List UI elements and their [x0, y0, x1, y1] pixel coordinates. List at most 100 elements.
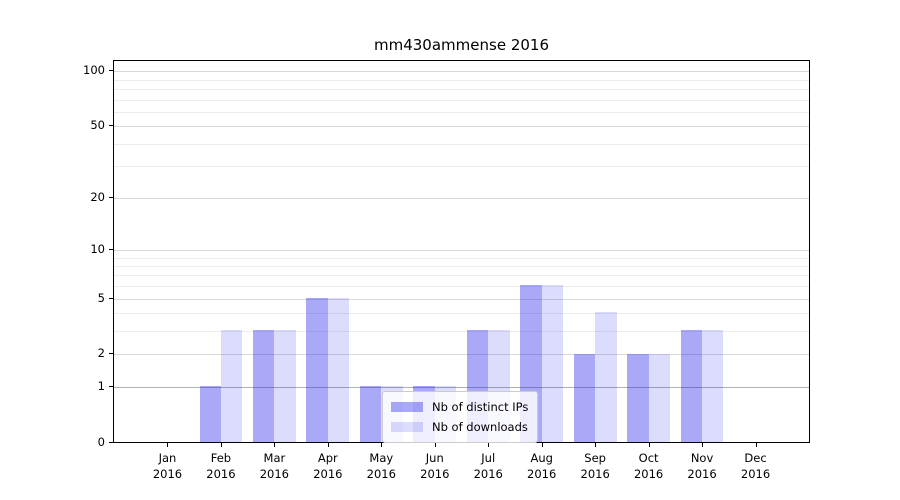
- x-tick-may: [381, 443, 383, 447]
- y-tick-5: [109, 297, 113, 299]
- x-tick-label-may: May 2016: [341, 450, 421, 482]
- x-tick-year: 2016: [420, 467, 450, 481]
- x-tick-label-apr: Apr 2016: [288, 450, 368, 482]
- legend-swatch-distinct-ips: [391, 402, 423, 412]
- x-tick-mar: [274, 443, 276, 447]
- x-tick-year: 2016: [740, 467, 771, 481]
- legend-label-distinct-ips: Nb of distinct IPs: [432, 400, 529, 414]
- legend-item-distinct-ips: Nb of distinct IPs: [391, 397, 528, 417]
- x-tick-apr: [327, 443, 329, 447]
- gridline-y-8: [114, 265, 809, 267]
- x-tick-month: Jan: [158, 451, 177, 465]
- gridline-y-60: [114, 111, 809, 113]
- legend-item-downloads: Nb of downloads: [391, 417, 528, 437]
- plot-area: Nb of distinct IPs Nb of downloads: [113, 60, 810, 443]
- x-tick-jan: [167, 443, 169, 447]
- x-tick-month: Mar: [263, 451, 286, 465]
- x-tick-year: 2016: [580, 467, 610, 481]
- bar-downloads-aug-2016: [541, 285, 564, 442]
- bar-downloads-apr-2016: [327, 297, 350, 442]
- x-tick-year: 2016: [313, 467, 343, 481]
- bar-downloads-nov-2016: [702, 330, 724, 442]
- gridline-y-80: [114, 88, 809, 90]
- y-tick-label-5: 5: [97, 290, 105, 305]
- x-tick-month: Jul: [481, 451, 496, 465]
- x-tick-month: Oct: [638, 451, 659, 465]
- x-tick-year: 2016: [206, 467, 236, 481]
- x-tick-label-mar: Mar 2016: [234, 450, 314, 482]
- chart-title: mm430ammense 2016: [374, 36, 549, 54]
- legend: Nb of distinct IPs Nb of downloads: [382, 391, 539, 443]
- x-tick-month: May: [369, 451, 394, 465]
- x-tick-month: Nov: [690, 451, 714, 465]
- x-tick-jul: [488, 443, 490, 447]
- legend-label-downloads: Nb of downloads: [432, 420, 528, 434]
- gridline-y-40: [114, 143, 809, 145]
- x-tick-label-oct: Oct 2016: [609, 450, 689, 482]
- grid-layer: [114, 61, 809, 442]
- x-tick-aug: [541, 443, 543, 447]
- y-tick-label-10: 10: [90, 241, 105, 256]
- bar-distinct-ips-sep-2016: [573, 353, 596, 442]
- gridline-y-7: [114, 275, 809, 277]
- x-tick-dec: [755, 443, 757, 447]
- gridline-y-90: [114, 79, 809, 81]
- y-tick-1: [109, 386, 113, 388]
- x-tick-month: Dec: [744, 451, 767, 465]
- y-tick-2: [109, 353, 113, 355]
- x-tick-year: 2016: [259, 467, 290, 481]
- bars-layer: [114, 61, 809, 442]
- x-tick-label-sep: Sep 2016: [555, 450, 635, 482]
- gridline-y-6: [114, 286, 809, 288]
- x-tick-oct: [648, 443, 650, 447]
- x-tick-year: 2016: [633, 467, 664, 481]
- y-tick-label-2: 2: [97, 346, 105, 361]
- bar-distinct-ips-mar-2016: [253, 330, 275, 442]
- x-tick-label-jun: Jun 2016: [395, 450, 475, 482]
- bar-distinct-ips-oct-2016: [627, 353, 649, 442]
- bar-downloads-feb-2016: [220, 330, 243, 442]
- x-tick-month: Sep: [584, 451, 606, 465]
- x-tick-nov: [702, 443, 704, 447]
- x-tick-year: 2016: [687, 467, 717, 481]
- y-tick-label-100: 100: [83, 63, 105, 78]
- x-tick-label-dec: Dec 2016: [716, 450, 796, 482]
- x-tick-year: 2016: [527, 467, 557, 481]
- gridline-y-3: [114, 331, 809, 333]
- legend-swatch-downloads: [391, 422, 423, 432]
- x-tick-sep: [595, 443, 597, 447]
- bar-downloads-oct-2016: [648, 353, 670, 442]
- x-tick-label-nov: Nov 2016: [662, 450, 742, 482]
- gridline-y-30: [114, 166, 809, 168]
- bar-distinct-ips-may-2016: [359, 386, 382, 442]
- x-tick-label-jul: Jul 2016: [448, 450, 528, 482]
- y-tick-50: [109, 125, 113, 127]
- gridline-y-4: [114, 313, 809, 315]
- gridline-y-5: [114, 298, 809, 300]
- x-tick-feb: [220, 443, 222, 447]
- gridline-y-20: [114, 197, 809, 199]
- x-tick-label-feb: Feb 2016: [181, 450, 261, 482]
- x-tick-year: 2016: [366, 467, 396, 481]
- gridline-y-70: [114, 99, 809, 101]
- gridline-y-50: [114, 126, 809, 128]
- gridline-y-1: [114, 387, 809, 389]
- bar-downloads-mar-2016: [274, 330, 296, 442]
- bar-distinct-ips-feb-2016: [199, 386, 221, 442]
- bar-distinct-ips-nov-2016: [680, 330, 703, 442]
- y-tick-10: [109, 248, 113, 250]
- gridline-y-100: [114, 71, 809, 73]
- y-tick-100: [109, 70, 113, 72]
- x-tick-month: Jun: [425, 451, 444, 465]
- x-tick-month: Feb: [210, 451, 232, 465]
- x-tick-month: Apr: [317, 451, 338, 465]
- y-tick-label-1: 1: [97, 379, 105, 394]
- y-tick-0: [109, 442, 113, 443]
- gridline-y-2: [114, 354, 809, 356]
- gridline-y-10: [114, 249, 809, 251]
- x-tick-jun: [434, 443, 436, 447]
- bar-distinct-ips-apr-2016: [306, 297, 328, 442]
- bar-downloads-sep-2016: [595, 312, 617, 442]
- x-tick-label-aug: Aug 2016: [502, 450, 582, 482]
- x-tick-label-jan: Jan 2016: [127, 450, 207, 482]
